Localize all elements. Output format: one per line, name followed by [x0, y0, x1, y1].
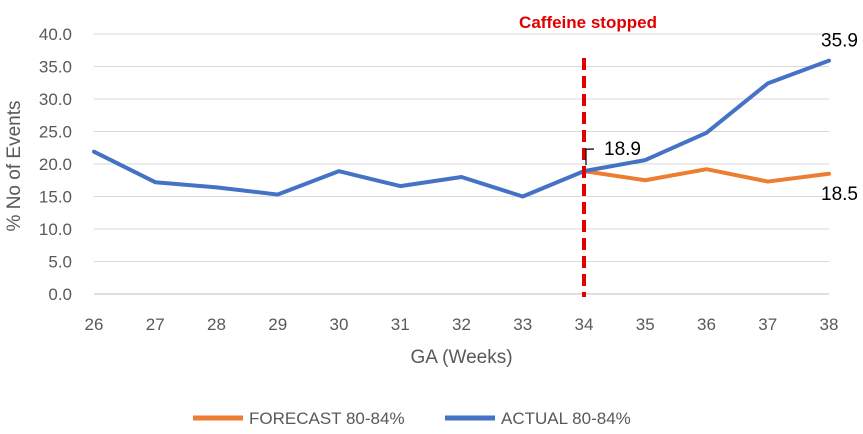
x-tick-label: 31 [391, 315, 410, 334]
data-label: 35.9 [821, 31, 858, 52]
y-axis-title: % No of Events [4, 101, 25, 232]
x-tick-label: 30 [330, 315, 349, 334]
data-labels: 18.9 35.9 18.5 [585, 31, 858, 205]
data-label-leader [585, 148, 594, 166]
x-tick-label: 32 [452, 315, 471, 334]
series-lines [92, 58, 831, 199]
x-tick-label: 33 [513, 315, 532, 334]
y-tick-label: 20.0 [39, 155, 72, 174]
y-tick-label: 35.0 [39, 58, 72, 77]
y-tick-label: 40.0 [39, 25, 72, 44]
y-tick-label: 30.0 [39, 90, 72, 109]
x-tick-label: 37 [758, 315, 777, 334]
x-axis-title: GA (Weeks) [410, 347, 512, 368]
x-tick-label: 35 [636, 315, 655, 334]
y-tick-label: 5.0 [48, 253, 72, 272]
x-tick-label: 28 [207, 315, 226, 334]
x-tick-label: 27 [146, 315, 165, 334]
caffeine-stopped-label: Caffeine stopped [519, 13, 657, 32]
data-label: 18.9 [604, 139, 641, 160]
annotations: Caffeine stopped [519, 13, 657, 297]
legend-label: FORECAST 80-84% [249, 409, 405, 428]
data-label: 18.5 [821, 184, 858, 205]
x-tick-label: 29 [268, 315, 287, 334]
x-tick-label: 38 [820, 315, 839, 334]
x-tick-label: 34 [575, 315, 594, 334]
y-tick-label: 0.0 [48, 285, 72, 304]
y-tick-label: 15.0 [39, 188, 72, 207]
x-tick-label: 36 [697, 315, 716, 334]
series-line-actual-80-84 [92, 58, 831, 199]
legend: FORECAST 80-84% ACTUAL 80-84% [193, 409, 631, 428]
axes: 0.0 5.0 10.0 15.0 20.0 25.0 30.0 35.0 40.0 26 27 28… [4, 25, 838, 368]
grid-lines [94, 33, 829, 295]
series-line-forecast-80-84 [582, 167, 831, 184]
x-tick-label: 26 [85, 315, 104, 334]
y-tick-label: 10.0 [39, 220, 72, 239]
legend-label: ACTUAL 80-84% [501, 409, 631, 428]
y-tick-label: 25.0 [39, 123, 72, 142]
